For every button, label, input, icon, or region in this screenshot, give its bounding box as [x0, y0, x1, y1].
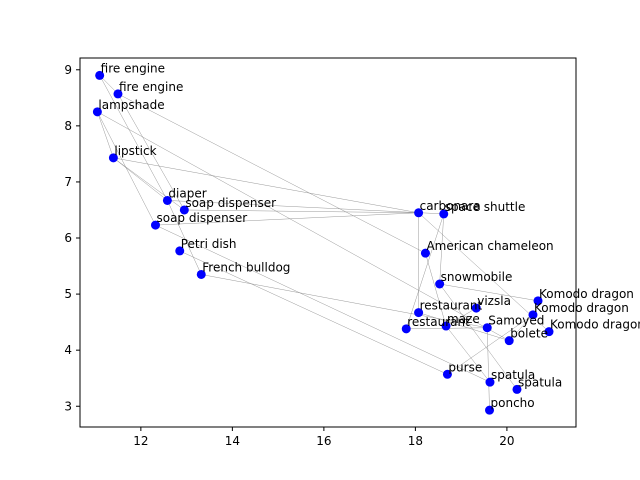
point-label: snowmobile: [441, 270, 513, 284]
edge-line: [418, 212, 550, 332]
data-point: [414, 208, 424, 218]
data-point: [544, 327, 554, 337]
data-point: [485, 405, 495, 415]
edge-line: [439, 213, 445, 285]
point-label: soap dispenser: [185, 196, 276, 210]
point-label: restaurant: [420, 299, 483, 313]
point-label: purse: [448, 360, 482, 374]
data-point: [485, 377, 495, 387]
data-point: [179, 205, 189, 215]
y-tick-label: 6: [64, 231, 72, 245]
y-tick-label: 3: [64, 399, 72, 413]
point-label: fire engine: [101, 61, 165, 75]
edge-line: [445, 325, 491, 383]
edge-line: [117, 93, 426, 254]
data-point: [414, 308, 424, 318]
edge-line: [99, 75, 168, 201]
point-label: vizsla: [477, 294, 511, 308]
data-point: [108, 153, 118, 163]
data-point: [512, 384, 522, 394]
edge-line: [406, 213, 445, 329]
y-tick-label: 7: [64, 175, 72, 189]
edge-line: [184, 209, 419, 214]
x-tick-label: 16: [316, 434, 331, 448]
point-label: lampshade: [98, 98, 164, 112]
data-point: [439, 209, 449, 219]
edge-line: [167, 200, 444, 215]
point-label: spatula: [518, 375, 562, 389]
data-point: [435, 279, 445, 289]
point-label: Petri dish: [181, 237, 237, 251]
edge-line: [97, 111, 156, 226]
point-label: restaurant: [407, 315, 470, 329]
edge-line: [113, 157, 419, 214]
edge-line: [97, 111, 114, 158]
data-point: [196, 269, 206, 279]
x-tick-label: 14: [225, 434, 240, 448]
edge-line: [439, 283, 539, 302]
data-point: [95, 70, 105, 80]
plot-frame: [79, 57, 577, 428]
point-label: American chameleon: [426, 239, 553, 253]
y-tick-label: 4: [64, 343, 72, 357]
data-point: [441, 321, 451, 331]
point-label: Komodo dragon: [539, 287, 634, 301]
point-label: Komodo dragon: [550, 318, 640, 332]
point-label: space shuttle: [445, 200, 526, 214]
data-point: [420, 248, 430, 258]
edge-line: [509, 314, 534, 341]
edge-line: [117, 93, 185, 211]
x-tick-label: 20: [499, 434, 514, 448]
edge-line: [155, 224, 491, 383]
point-label: diaper: [168, 186, 206, 200]
y-tick-label: 5: [64, 287, 72, 301]
edge-line: [113, 157, 168, 201]
point-label: poncho: [491, 396, 535, 410]
data-point: [482, 323, 492, 333]
x-tick-label: 18: [408, 434, 423, 448]
point-label: soap dispenser: [156, 211, 247, 225]
data-point: [113, 89, 123, 99]
point-layer: [92, 70, 554, 415]
point-label: Samoyed: [488, 314, 544, 328]
edge-line: [425, 253, 447, 327]
data-point: [401, 324, 411, 334]
data-point: [533, 296, 543, 306]
edge-line: [447, 314, 534, 375]
edge-layer: [97, 75, 550, 411]
point-label: Komodo dragon: [534, 301, 629, 315]
edge-line: [445, 307, 477, 327]
y-tick-label: 9: [64, 63, 72, 77]
point-label: spatula: [491, 368, 535, 382]
data-point: [150, 220, 160, 230]
edge-line: [418, 312, 510, 341]
x-tick-label: 12: [133, 434, 148, 448]
edge-line: [113, 157, 185, 211]
data-point: [442, 369, 452, 379]
data-point: [471, 303, 481, 313]
data-point: [92, 107, 102, 117]
edge-line: [439, 283, 518, 390]
point-label: fire engine: [119, 80, 183, 94]
point-label: carbonara: [420, 199, 481, 213]
edge-line: [167, 200, 202, 275]
axes: 12 14 16 18 20 3 4 5 6 7 8 9: [64, 57, 577, 448]
edge-line: [486, 327, 490, 411]
point-label: French bulldog: [202, 260, 290, 274]
data-point: [504, 336, 514, 346]
data-point: [162, 195, 172, 205]
point-label: bolete: [510, 327, 548, 341]
edge-line: [155, 212, 419, 226]
data-point: [528, 310, 538, 320]
edge-line: [97, 111, 510, 341]
point-label: lipstick: [114, 144, 156, 158]
y-tick-label: 8: [64, 119, 72, 133]
data-point: [175, 246, 185, 256]
label-layer: fire engine fire engine lampshade lipstick d…: [98, 61, 640, 410]
edge-line: [179, 250, 448, 375]
point-label: maze: [447, 312, 480, 326]
